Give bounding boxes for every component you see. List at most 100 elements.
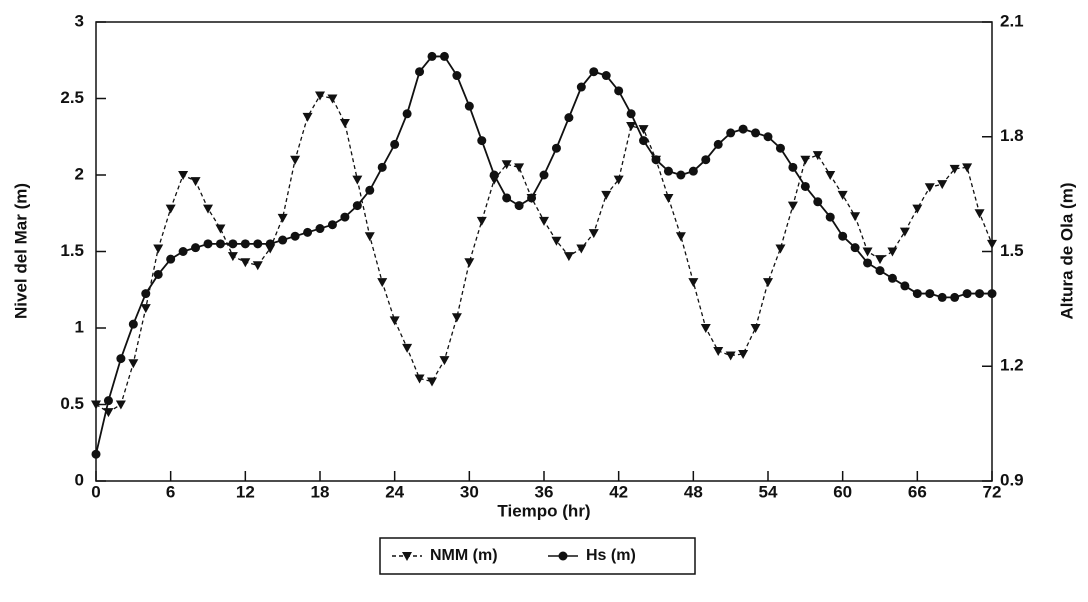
point: [937, 292, 947, 302]
point: [252, 261, 263, 271]
point: [825, 212, 835, 222]
point: [277, 213, 288, 223]
point: [700, 324, 711, 333]
y2-tick-label: 1.5: [1000, 241, 1024, 260]
point: [240, 239, 250, 249]
point: [451, 313, 462, 323]
point: [726, 128, 736, 138]
point: [514, 163, 525, 173]
point: [116, 354, 126, 364]
point: [178, 171, 189, 180]
point: [340, 212, 350, 222]
point: [501, 160, 512, 170]
legend-label: NMM (m): [430, 547, 498, 564]
point: [863, 258, 873, 268]
point: [738, 350, 749, 360]
point: [402, 109, 412, 119]
point: [303, 227, 313, 237]
point: [751, 128, 761, 138]
point: [477, 136, 487, 146]
point: [713, 139, 723, 149]
point: [676, 170, 686, 180]
point: [315, 224, 325, 234]
point: [875, 255, 885, 265]
point: [327, 94, 338, 104]
point: [962, 163, 973, 173]
point: [613, 175, 624, 185]
point: [166, 254, 176, 264]
point: [352, 175, 363, 185]
point: [339, 118, 350, 128]
point: [576, 82, 586, 92]
point: [389, 316, 400, 326]
point: [837, 190, 848, 200]
point: [464, 101, 474, 111]
x-tick-label: 42: [609, 482, 628, 501]
y-tick-label: 0.5: [60, 394, 84, 413]
point: [750, 324, 761, 333]
point: [800, 181, 810, 191]
point: [290, 231, 300, 241]
point: [415, 67, 425, 77]
point: [787, 201, 798, 211]
y2-tick-label: 2.1: [1000, 11, 1024, 30]
point: [626, 109, 636, 119]
point: [165, 204, 176, 214]
point: [775, 143, 785, 153]
x-tick-label: 30: [460, 482, 479, 501]
point: [215, 224, 226, 234]
point: [788, 162, 798, 172]
point: [663, 193, 674, 203]
point: [551, 236, 562, 246]
x-tick-label: 18: [311, 482, 330, 501]
legend-box: [379, 537, 696, 575]
point: [190, 177, 201, 187]
point: [663, 166, 673, 176]
point: [701, 155, 711, 165]
point: [364, 232, 375, 242]
y-axis-title: Nivel del Mar (m): [11, 183, 30, 319]
point: [875, 266, 885, 276]
point: [327, 220, 337, 230]
point: [240, 258, 251, 268]
point: [539, 216, 549, 226]
point: [439, 356, 450, 366]
legend-label: Hs (m): [586, 547, 636, 564]
point: [140, 304, 151, 314]
point: [352, 201, 362, 211]
point: [937, 180, 948, 190]
point: [253, 239, 263, 249]
point: [813, 197, 823, 207]
point: [427, 377, 437, 387]
y2-tick-label: 1.2: [1000, 356, 1024, 375]
point: [825, 171, 836, 180]
point: [626, 122, 637, 132]
point: [639, 136, 649, 146]
point: [576, 244, 587, 254]
point: [588, 229, 599, 239]
point: [402, 343, 413, 353]
point: [987, 239, 997, 249]
point: [427, 51, 437, 61]
legend-marker: [558, 551, 568, 561]
point: [203, 204, 213, 214]
x-tick-label: 6: [166, 482, 175, 501]
point: [601, 190, 612, 200]
x-tick-label: 54: [759, 482, 778, 501]
point: [812, 151, 823, 161]
point: [527, 193, 537, 203]
point: [228, 239, 238, 249]
y2-tick-label: 0.9: [1000, 470, 1024, 489]
point: [887, 247, 898, 257]
point: [315, 91, 325, 101]
point: [215, 239, 225, 249]
x-tick-label: 24: [385, 482, 404, 501]
point: [763, 278, 773, 288]
y-tick-label: 2.5: [60, 88, 84, 107]
point: [539, 170, 549, 180]
point: [638, 125, 649, 135]
point: [91, 449, 101, 459]
point: [439, 51, 449, 61]
point: [887, 273, 897, 283]
point: [924, 183, 935, 193]
